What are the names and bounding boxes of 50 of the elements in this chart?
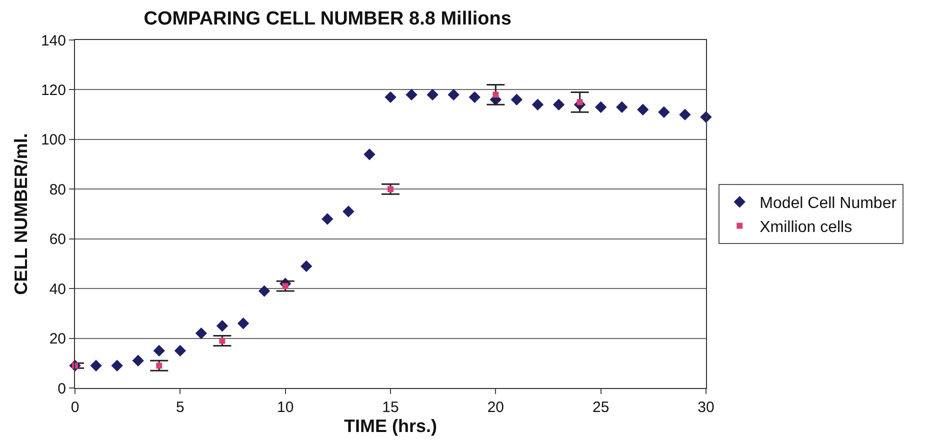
point [216,320,228,332]
point [322,213,334,225]
x-tick-label: 20 [487,399,504,416]
x-tick-label: 30 [698,399,714,416]
y-tick-label: 100 [40,132,66,149]
y-tick-label: 80 [49,181,66,198]
point [532,98,544,110]
point [594,101,607,113]
y-tick-label: 140 [40,32,66,50]
point [637,104,649,116]
x-axis-title: TIME (hrs.) [344,416,438,436]
point [195,327,208,340]
y-tick-label: 60 [49,231,66,248]
point [658,106,670,118]
point [219,338,226,344]
legend-label: Xmillion cells [760,218,852,236]
chart-title: COMPARING CELL NUMBER 8.8 Millions [144,8,512,30]
point [300,260,312,272]
point [258,285,270,297]
point [448,88,460,101]
y-axis-title: CELL NUMBER/ml. [11,133,32,295]
point [174,344,186,357]
x-tick-label: 25 [592,399,610,416]
point [510,94,523,106]
point [342,206,354,218]
x-tick-label: 5 [176,399,184,416]
point [616,101,628,113]
point [388,186,394,192]
point [90,360,102,372]
point [552,98,565,110]
y-tick-label: 0 [58,380,66,398]
point [426,88,438,101]
point [406,88,418,101]
point [679,108,691,120]
point [132,354,144,367]
x-tick-label: 10 [276,399,294,416]
point [282,283,288,290]
point [237,318,250,330]
y-tick-label: 120 [40,82,66,99]
y-tick-label: 40 [49,280,66,298]
point [153,344,165,357]
point [156,362,162,369]
point [468,91,480,104]
point [111,360,123,372]
point [364,148,376,160]
legend-label: Model Cell Number [760,195,898,212]
y-tick-label: 20 [49,330,66,348]
point [384,91,396,104]
x-tick-label: 0 [70,399,80,416]
x-tick-label: 15 [382,399,399,416]
